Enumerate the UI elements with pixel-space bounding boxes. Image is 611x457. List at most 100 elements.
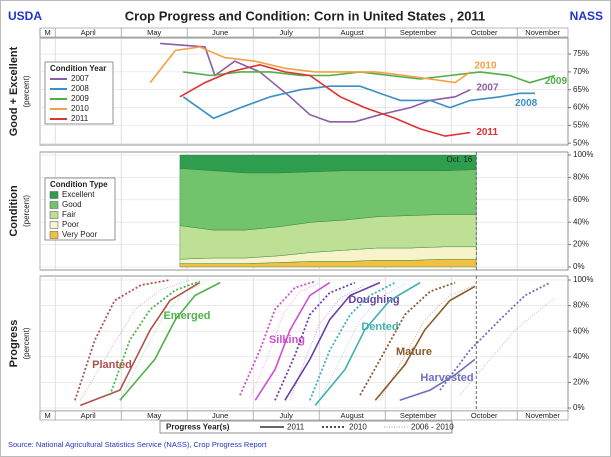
month-label: November — [525, 28, 560, 37]
area-segment — [179, 154, 477, 174]
legend-label: Good — [62, 200, 82, 209]
progress-line — [249, 282, 321, 399]
month-label: June — [212, 411, 228, 420]
legend-label: 2009 — [71, 94, 89, 103]
progress-line — [119, 281, 221, 401]
month-label: August — [341, 411, 365, 420]
month-label: November — [525, 411, 560, 420]
month-label: May — [147, 411, 161, 420]
progress-line — [284, 281, 381, 401]
progress-line — [439, 281, 551, 391]
y-tick-label: 55% — [573, 120, 589, 129]
y-tick-label: 60% — [573, 326, 589, 335]
y-tick-label: 40% — [573, 217, 589, 226]
progress-line — [374, 285, 476, 401]
series-end-label: 2007 — [476, 82, 499, 93]
y-tick-label: 75% — [573, 49, 589, 58]
y-tick-label: 100% — [573, 150, 593, 159]
y-tick-label: 0% — [573, 403, 585, 412]
chart-title: Crop Progress and Condition: Corn in Uni… — [125, 8, 485, 23]
stage-label: Dented — [361, 321, 398, 333]
legend-box — [159, 420, 453, 434]
legend-label: 2007 — [71, 74, 89, 83]
y-axis-subtitle: (percent) — [22, 195, 31, 227]
y-tick-label: 65% — [573, 85, 589, 94]
legend-label: 2011 — [287, 423, 305, 432]
series-end-label: 2010 — [474, 61, 497, 72]
month-label: April — [81, 28, 96, 37]
progress-line — [74, 279, 171, 401]
y-axis-subtitle: (percent) — [22, 327, 31, 359]
source: Source: National Agricultural Statistics… — [8, 440, 267, 449]
panel — [39, 37, 569, 146]
legend-box — [44, 61, 114, 125]
stage-label: Emerged — [163, 310, 210, 322]
month-label: April — [81, 411, 96, 420]
y-tick-label: 80% — [573, 301, 589, 310]
progress-line — [79, 279, 190, 401]
legend-label: Poor — [62, 220, 79, 229]
y-tick-label: 20% — [573, 240, 589, 249]
progress-line — [459, 297, 556, 396]
progress-line — [319, 283, 406, 401]
agency-right: NASS — [570, 9, 603, 23]
legend-label: 2010 — [71, 104, 89, 113]
legend-label: 2010 — [349, 423, 367, 432]
y-axis-subtitle: (percent) — [22, 75, 31, 107]
y-tick-label: 60% — [573, 103, 589, 112]
progress-line — [314, 281, 421, 406]
stage-label: Planted — [92, 359, 132, 371]
series-line — [182, 85, 535, 120]
legend-label: Excellent — [62, 190, 95, 199]
progress-line — [274, 281, 356, 401]
month-label: August — [341, 28, 365, 37]
month-label: July — [280, 411, 294, 420]
legend-swatch — [49, 231, 59, 239]
y-tick-label: 40% — [573, 352, 589, 361]
series-end-label: 2009 — [545, 76, 568, 87]
legend-title: Condition Year — [50, 64, 106, 73]
panel — [39, 275, 569, 412]
month-label: May — [147, 28, 161, 37]
legend-label: 2011 — [71, 114, 89, 123]
series-end-label: 2008 — [515, 98, 538, 109]
series-end-label: 2011 — [476, 127, 498, 138]
month-label: July — [280, 28, 294, 37]
legend-swatch — [49, 211, 59, 219]
series-line — [179, 63, 471, 137]
series-line — [183, 71, 556, 84]
legend-swatch — [49, 201, 59, 209]
y-tick-label: 80% — [573, 173, 589, 182]
legend-label: Very Poor — [62, 230, 97, 239]
legend-swatch — [49, 191, 59, 199]
progress-line — [80, 281, 201, 407]
stage-label: Silking — [269, 334, 305, 346]
series-line — [160, 42, 471, 123]
y-tick-label: 70% — [573, 67, 589, 76]
month-label: October — [471, 28, 498, 37]
legend-label: 2008 — [71, 84, 89, 93]
month-label: M — [44, 411, 50, 420]
progress-line — [239, 280, 316, 396]
month-label: October — [471, 411, 498, 420]
month-label: September — [400, 28, 437, 37]
legend-label: 2006 - 2010 — [411, 423, 454, 432]
month-label: September — [400, 411, 437, 420]
progress-line — [399, 358, 476, 402]
series-line — [149, 46, 471, 84]
month-label: M — [44, 28, 50, 37]
legend-title: Condition Type — [50, 180, 108, 189]
legend-label: Fair — [62, 210, 76, 219]
stage-label: Harvested — [420, 372, 473, 384]
progress-line — [254, 281, 331, 401]
y-tick-label: 20% — [573, 378, 589, 387]
legend-box — [44, 177, 116, 241]
y-axis-title: Good + Excellent — [8, 46, 20, 136]
legend-title: Progress Year(s) — [166, 423, 230, 432]
y-axis-title: Condition — [8, 185, 20, 237]
y-tick-label: 60% — [573, 195, 589, 204]
y-tick-label: 50% — [573, 138, 589, 147]
y-tick-label: 0% — [573, 262, 585, 271]
